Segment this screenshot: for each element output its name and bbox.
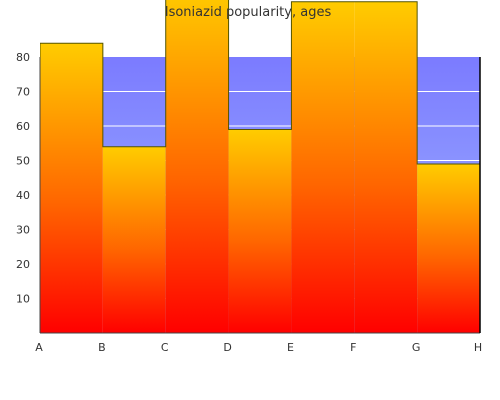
x-tick-label-B: B: [98, 341, 106, 354]
y-tick-label-40: 40: [16, 189, 30, 202]
y-tick-label-20: 20: [16, 258, 30, 271]
x-tick-label-H: H: [474, 341, 482, 354]
x-tick-labels: A B C D E F G H: [35, 341, 482, 354]
step-bar-B: [102, 146, 166, 333]
y-tick-label-30: 30: [16, 224, 30, 237]
y-tick-label-70: 70: [16, 86, 30, 99]
x-tick-label-C: C: [161, 341, 169, 354]
step-bar-C: [165, 0, 229, 333]
x-tick-label-F: F: [350, 341, 356, 354]
step-bar-F: [354, 1, 418, 333]
chart-title: Isoniazid popularity, ages: [165, 5, 332, 20]
step-bar-E: [291, 1, 355, 333]
y-tick-label-80: 80: [16, 51, 30, 64]
x-tick-label-E: E: [287, 341, 294, 354]
y-tick-labels: 10 20 30 40 50 60 70 80: [16, 51, 30, 306]
area-layer: [40, 0, 480, 333]
x-tick-label-G: G: [412, 341, 421, 354]
axes: [39, 57, 481, 334]
step-bar-G: [417, 163, 480, 333]
step-bar-D: [228, 129, 292, 333]
y-tick-label-60: 60: [16, 120, 30, 133]
step-bar-A: [40, 43, 103, 333]
y-tick-label-10: 10: [16, 293, 30, 306]
x-tick-label-D: D: [223, 341, 231, 354]
x-tick-label-A: A: [35, 341, 43, 354]
y-tick-label-50: 50: [16, 155, 30, 168]
step-outline: [40, 0, 480, 333]
